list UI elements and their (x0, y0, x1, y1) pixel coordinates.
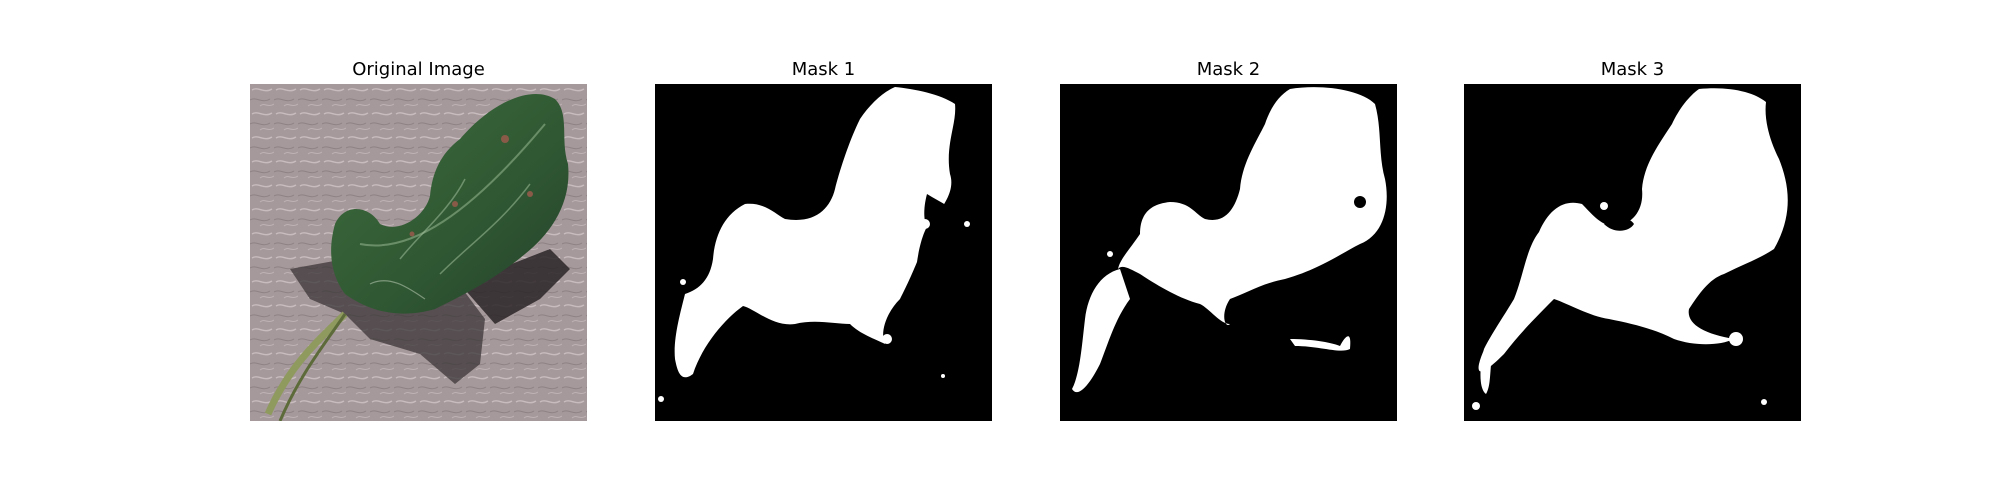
panel-mask-1: Mask 1 (655, 55, 992, 421)
mask-3-image (1464, 84, 1801, 421)
panel-mask-3: Mask 3 (1464, 55, 1801, 421)
mask-1-image (655, 84, 992, 421)
mask-2-image (1060, 84, 1397, 421)
panel-mask-2: Mask 2 (1060, 55, 1397, 421)
original-image (250, 84, 587, 421)
panel-original-image: Original Image (250, 55, 587, 421)
leaf-photo (250, 84, 587, 421)
mask-3 (1464, 84, 1801, 421)
panel-title: Mask 2 (1196, 59, 1261, 80)
panel-title: Original Image (352, 59, 485, 80)
panel-title: Mask 3 (1600, 59, 1665, 80)
mask-2 (1060, 84, 1397, 421)
panel-title: Mask 1 (791, 59, 856, 80)
mask-1 (655, 84, 992, 421)
